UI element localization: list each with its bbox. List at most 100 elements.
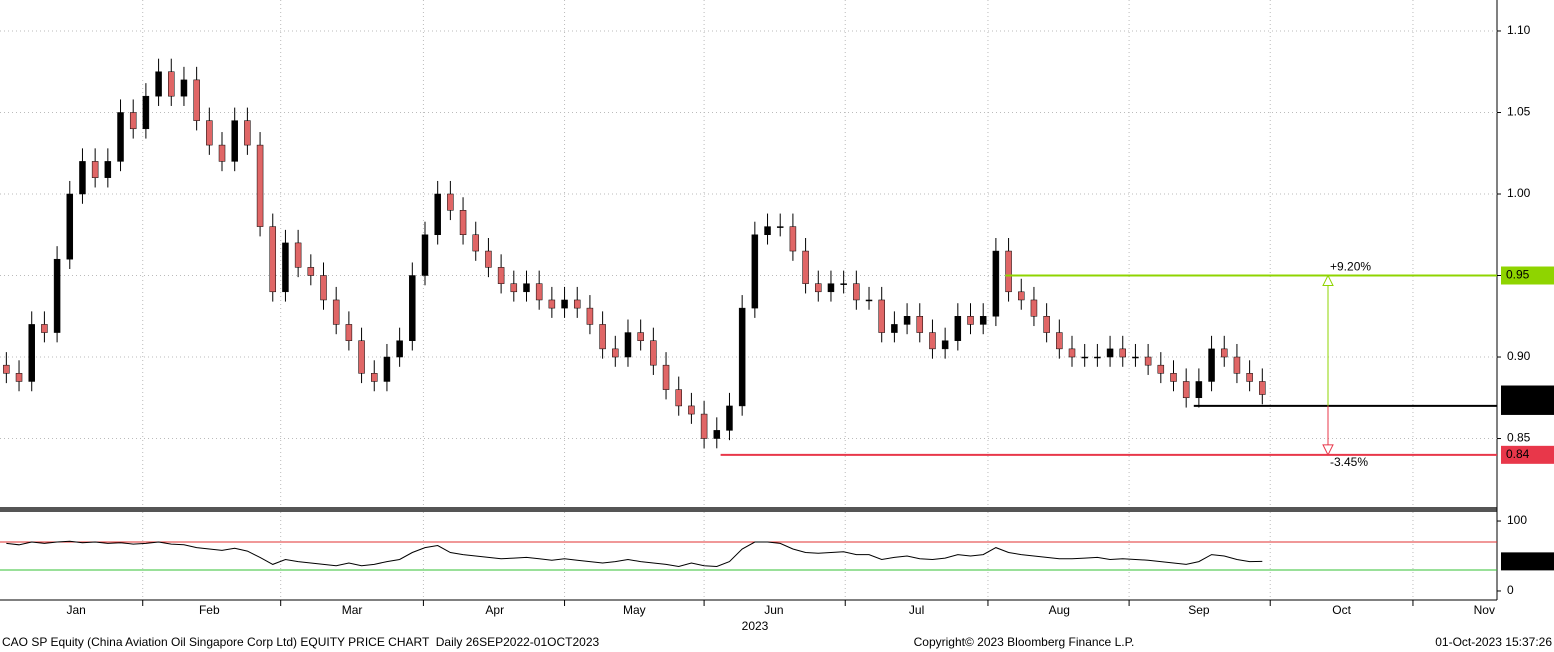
- candle-body: [675, 389, 682, 407]
- candle-body: [1043, 316, 1050, 333]
- candle-body: [878, 299, 885, 333]
- x-tick-label: Mar: [342, 603, 363, 617]
- year-label: 2023: [742, 619, 769, 633]
- x-tick-label: Jan: [66, 603, 85, 617]
- candle-body: [751, 234, 759, 309]
- candle-body: [1259, 381, 1266, 395]
- candle-body: [472, 234, 479, 252]
- candle-body: [624, 332, 632, 358]
- candle-body: [459, 210, 467, 236]
- candle-body: [104, 161, 112, 178]
- candle-body: [612, 348, 619, 358]
- candle-body: [815, 283, 822, 293]
- candle-body: [1208, 348, 1215, 382]
- candle-body: [155, 71, 162, 97]
- candle-body: [1182, 381, 1190, 399]
- candle-body: [193, 79, 200, 121]
- candle-body: [79, 161, 86, 195]
- candle-body: [485, 250, 492, 268]
- candle-body: [497, 267, 505, 284]
- candle-body: [218, 144, 226, 162]
- candle-body: [929, 332, 936, 350]
- candle-body: [332, 299, 340, 325]
- rsi-line: [6, 540, 1263, 568]
- candle-body: [1246, 373, 1253, 382]
- candle-body: [700, 413, 708, 439]
- candle-body: [1170, 373, 1177, 382]
- y-tick-label: 0: [1507, 583, 1514, 597]
- y-tick-label: 1.10: [1507, 23, 1531, 37]
- candle-body: [358, 340, 365, 374]
- candle-body: [1094, 356, 1101, 359]
- candle-body: [269, 226, 277, 293]
- candle-body: [1144, 356, 1152, 366]
- change-label: -3.45%: [1330, 455, 1368, 469]
- candle-body: [1056, 332, 1063, 350]
- candle-body: [776, 226, 784, 228]
- candle-body: [573, 299, 581, 309]
- candle-body: [941, 340, 949, 350]
- y-tick-label: 1.05: [1507, 105, 1531, 119]
- x-tick-label: Apr: [485, 603, 504, 617]
- arrow-head: [1322, 274, 1334, 287]
- footer-left: CAO SP Equity (China Aviation Oil Singap…: [2, 635, 599, 649]
- x-tick-label: Aug: [1049, 603, 1070, 617]
- candle-body: [66, 193, 74, 260]
- candle-body: [320, 275, 327, 301]
- level-box: [1501, 445, 1554, 464]
- candle-body: [1018, 291, 1025, 301]
- candle-body: [535, 283, 543, 301]
- candle-body: [345, 324, 353, 341]
- candle-body: [662, 364, 670, 390]
- candle-body: [129, 112, 137, 130]
- x-tick-label: Sep: [1188, 603, 1210, 617]
- candle-body: [1157, 364, 1165, 374]
- level-label: 0.95: [1506, 268, 1530, 282]
- x-tick-label: Jun: [764, 603, 783, 617]
- candle-body: [421, 234, 429, 276]
- candle-body: [53, 258, 61, 333]
- panel-separator: [0, 507, 1497, 512]
- footer-right: 01-Oct-2023 15:37:26: [1435, 635, 1552, 649]
- candle-body: [599, 324, 606, 350]
- arrow-head: [1322, 444, 1334, 456]
- level-label: 0.84: [1506, 447, 1530, 461]
- candle-body: [244, 120, 251, 146]
- candle-body: [992, 250, 1000, 317]
- last-price-label: 0.88: [1506, 387, 1530, 401]
- candle-body: [764, 226, 771, 236]
- candle-body: [15, 373, 23, 382]
- candle-body: [294, 242, 302, 268]
- y-tick-label: 1.00: [1507, 186, 1531, 200]
- last-price-box: [1501, 385, 1554, 404]
- candle-body: [713, 430, 721, 439]
- last-value-box: [1501, 552, 1554, 571]
- x-tick-label: Jul: [909, 603, 924, 617]
- candle-body: [371, 373, 378, 382]
- x-tick-label: Nov: [1474, 603, 1495, 617]
- candle-body: [3, 364, 10, 374]
- candle-body: [688, 405, 695, 415]
- x-tick-label: Feb: [199, 603, 220, 617]
- candle-body: [1068, 348, 1076, 358]
- candle-body: [865, 299, 873, 302]
- candle-body: [256, 144, 264, 227]
- candle-body: [738, 307, 746, 407]
- candle-body: [231, 120, 238, 162]
- candle-body: [91, 161, 99, 178]
- candle-body: [510, 283, 518, 293]
- y-tick-label: 100: [1507, 513, 1527, 527]
- candle-body: [1233, 356, 1241, 374]
- candle-body: [827, 283, 835, 293]
- candle-body: [840, 283, 847, 285]
- change-label: +9.20%: [1330, 260, 1371, 274]
- candle-body: [637, 332, 644, 341]
- candle-body: [789, 226, 797, 252]
- candle-body: [434, 193, 441, 236]
- level-box: [1501, 266, 1554, 285]
- candle-body: [180, 79, 188, 97]
- candle-body: [1005, 250, 1012, 293]
- footer-center: Copyright© 2023 Bloomberg Finance L.P.: [914, 635, 1135, 649]
